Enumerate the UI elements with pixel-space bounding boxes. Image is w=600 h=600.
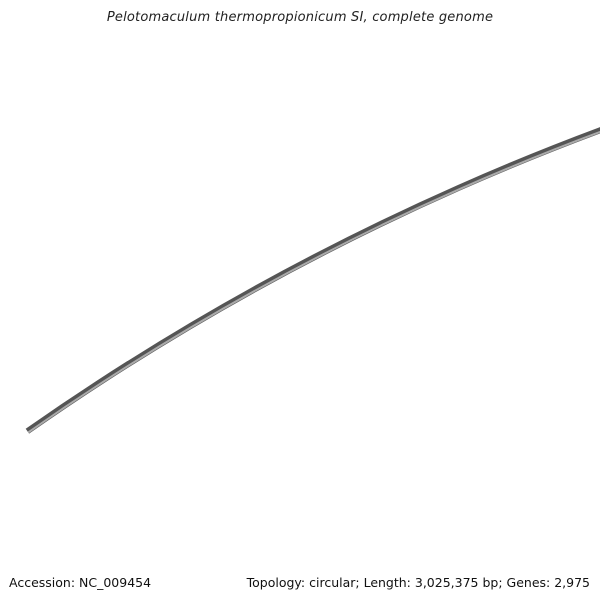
map-title: Pelotomaculum thermopropionicum SI, comp… bbox=[106, 10, 494, 25]
genome-summary-text: Topology: circular; Length: 3,025,375 bp… bbox=[246, 575, 590, 590]
genome-backbone-highlight bbox=[27, 130, 600, 434]
accession-text: Accession: NC_009454 bbox=[9, 575, 152, 590]
genome-backbone bbox=[25, 127, 600, 434]
